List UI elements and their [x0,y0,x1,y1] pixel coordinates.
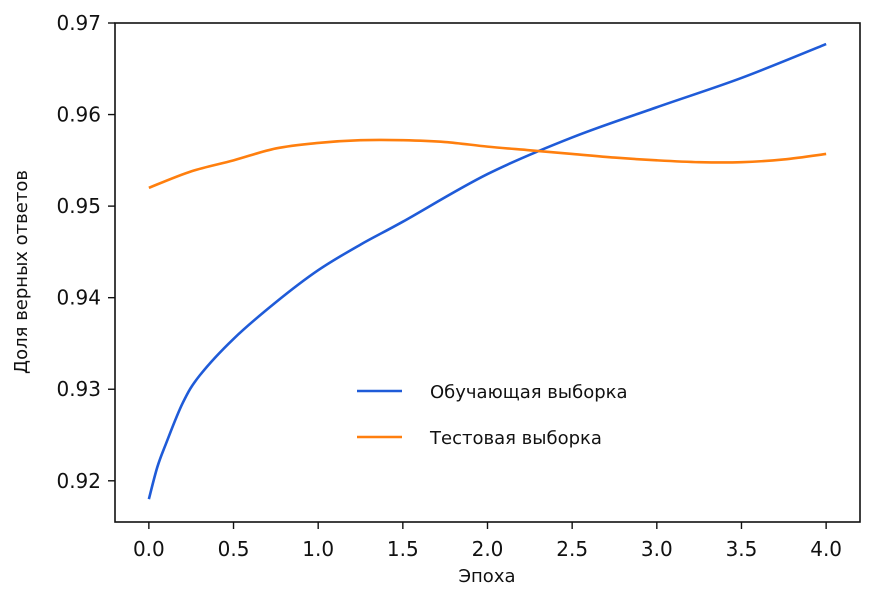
x-axis: 0.0 0.5 1.0 1.5 2.0 2.5 3.0 3.5 4.0 [133,522,842,561]
x-tick-label: 3.5 [726,537,758,561]
y-tick-label: 0.96 [56,103,101,127]
y-tick-label: 0.92 [56,469,101,493]
y-axis: 0.92 0.93 0.94 0.95 0.96 0.97 [56,11,115,493]
x-tick-label: 0.0 [133,537,165,561]
x-tick-label: 0.5 [218,537,250,561]
y-axis-title: Доля верных ответов [11,170,32,374]
x-tick-label: 4.0 [810,537,842,561]
y-tick-label: 0.93 [56,377,101,401]
series-line-test [148,138,827,190]
x-tick-label: 2.0 [472,537,504,561]
x-tick-label: 1.0 [302,537,334,561]
series-layer [147,42,827,500]
legend-label-test: Тестовая выборка [429,428,602,449]
y-tick-label: 0.94 [56,286,101,310]
y-tick-label: 0.95 [56,194,101,218]
x-tick-label: 2.5 [556,537,588,561]
x-tick-label: 1.5 [387,537,419,561]
y-tick-label: 0.97 [56,11,101,35]
legend-label-train: Обучающая выборка [430,382,628,403]
x-tick-label: 3.0 [641,537,673,561]
legend: Обучающая выборка Тестовая выборка [357,382,628,449]
series-line-train [147,42,827,500]
x-axis-title: Эпоха [458,566,515,587]
